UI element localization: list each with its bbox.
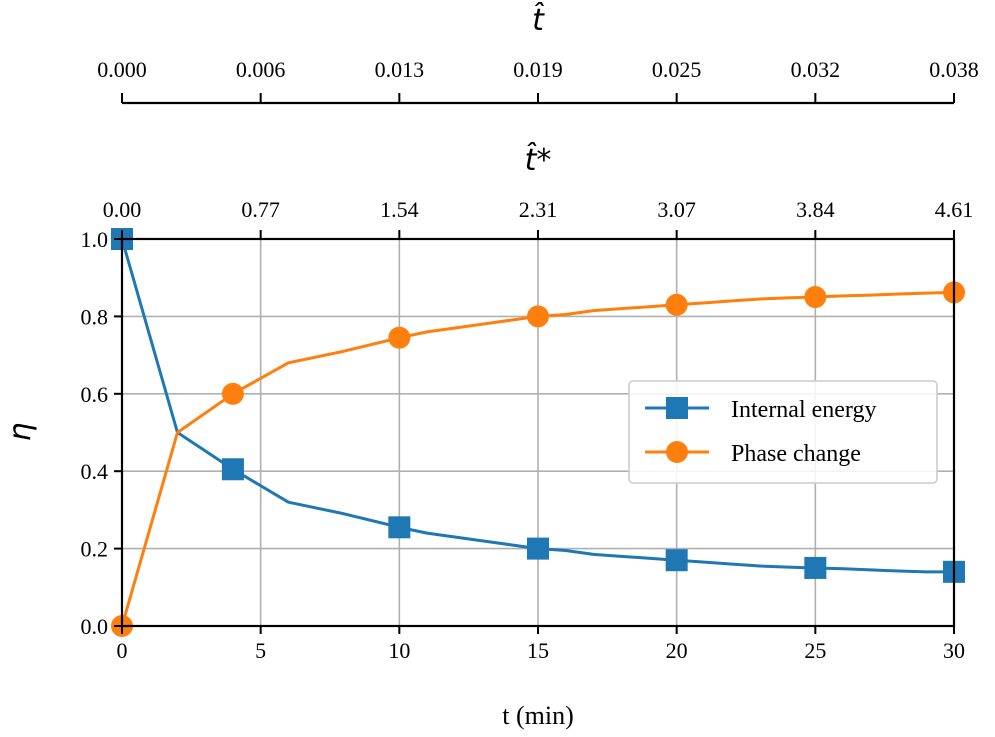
secondary-tick-label: 1.54	[380, 197, 419, 222]
series-line-internal-energy	[120, 238, 954, 574]
x-tick-label: 20	[666, 638, 688, 663]
data-point-phase-change	[665, 293, 688, 316]
tertiary-tick-label: 0.038	[929, 57, 979, 82]
legend-label-internal-energy: Internal energy	[731, 397, 877, 423]
tertiary-tick-label: 0.025	[652, 57, 702, 82]
data-point-phase-change	[221, 382, 244, 405]
tertiary-tick-label: 0.000	[97, 57, 147, 82]
tertiary-tick-label: 0.013	[375, 57, 425, 82]
legend-label-phase-change: Phase change	[731, 441, 861, 467]
series-layer	[111, 228, 965, 637]
y-axis-title: η	[3, 422, 38, 441]
data-point-phase-change	[804, 286, 827, 309]
tertiary-axis-title: t̂	[532, 2, 545, 38]
y-tick-label: 0.2	[81, 537, 109, 562]
x-axis: 0 5 10 15 20 25 30	[117, 626, 965, 663]
tertiary-tick-label: 0.019	[513, 57, 563, 82]
tertiary-top-axis: 0.000 0.006 0.013 0.019 0.025 0.032 0.038	[97, 57, 979, 105]
secondary-tick-label: 3.07	[657, 197, 696, 222]
tertiary-tick-label: 0.006	[236, 57, 286, 82]
data-point-internal-energy	[388, 516, 411, 539]
data-point-internal-energy	[665, 549, 688, 572]
legend-marker-internal-energy	[666, 397, 688, 419]
secondary-tick-label: 2.31	[519, 197, 558, 222]
secondary-tick-label: 0.00	[103, 197, 142, 222]
x-axis-title: t (min)	[502, 701, 574, 730]
legend-marker-phase-change	[666, 441, 688, 463]
data-point-internal-energy	[804, 556, 827, 579]
secondary-top-axis: 0.00 0.77 1.54 2.31 3.07 3.84 4.61	[103, 197, 974, 239]
tertiary-tick-label: 0.032	[791, 57, 841, 82]
secondary-tick-label: 0.77	[241, 197, 280, 222]
data-point-internal-energy	[221, 458, 244, 481]
y-tick-label: 0.4	[81, 459, 109, 484]
x-tick-label: 10	[388, 638, 410, 663]
y-tick-label: 0.0	[81, 614, 109, 639]
secondary-tick-label: 3.84	[796, 197, 835, 222]
data-point-phase-change	[388, 326, 411, 349]
data-point-phase-change	[527, 305, 549, 328]
secondary-tick-label: 4.61	[935, 197, 974, 222]
x-tick-label: 0	[117, 638, 128, 663]
x-tick-label: 25	[804, 638, 826, 663]
x-tick-label: 5	[255, 638, 266, 663]
x-tick-label: 30	[943, 638, 965, 663]
y-tick-label: 0.8	[81, 304, 109, 329]
legend: Internal energy Phase change	[628, 380, 938, 484]
y-axis: 0.0 0.2 0.4 0.6 0.8 1.0	[81, 227, 122, 639]
data-point-internal-energy	[527, 537, 549, 560]
y-tick-label: 0.6	[81, 382, 109, 407]
y-tick-label: 1.0	[81, 227, 109, 252]
series-line-phase-change	[120, 290, 955, 627]
secondary-axis-title: t̂*	[525, 142, 552, 178]
x-tick-label: 15	[527, 638, 549, 663]
